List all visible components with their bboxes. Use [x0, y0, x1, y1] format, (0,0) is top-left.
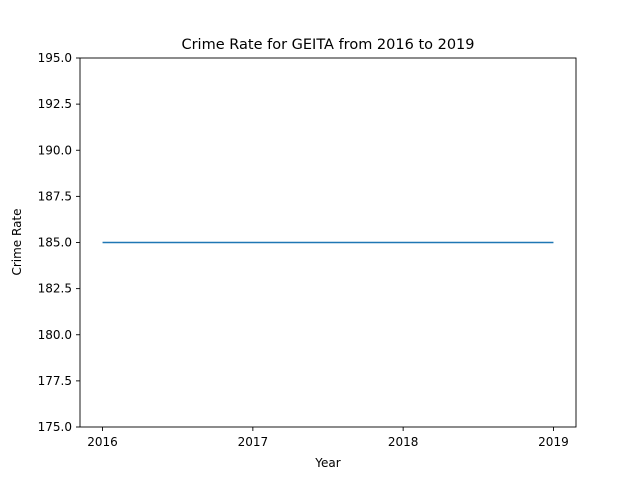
y-tick-label: 182.5 [38, 282, 72, 296]
y-tick-label: 177.5 [38, 374, 72, 388]
y-tick-label: 180.0 [38, 328, 72, 342]
y-tick-label: 185.0 [38, 236, 72, 250]
y-tick-label: 192.5 [38, 97, 72, 111]
y-tick-label: 175.0 [38, 420, 72, 434]
y-tick-label: 190.0 [38, 143, 72, 157]
x-tick-label: 2018 [388, 435, 419, 449]
y-tick-label: 195.0 [38, 51, 72, 65]
y-tick-label: 187.5 [38, 189, 72, 203]
chart-title: Crime Rate for GEITA from 2016 to 2019 [181, 37, 474, 53]
x-tick-label: 2016 [87, 435, 118, 449]
x-axis-label: Year [314, 456, 340, 470]
y-axis-label: Crime Rate [10, 208, 24, 275]
x-tick-label: 2019 [538, 435, 569, 449]
x-axis-ticks: 2016 2017 2018 2019 [87, 427, 569, 449]
y-axis-ticks: 175.0 177.5 180.0 182.5 185.0 187.5 190.0 192.5… [38, 51, 80, 434]
x-tick-label: 2017 [238, 435, 269, 449]
